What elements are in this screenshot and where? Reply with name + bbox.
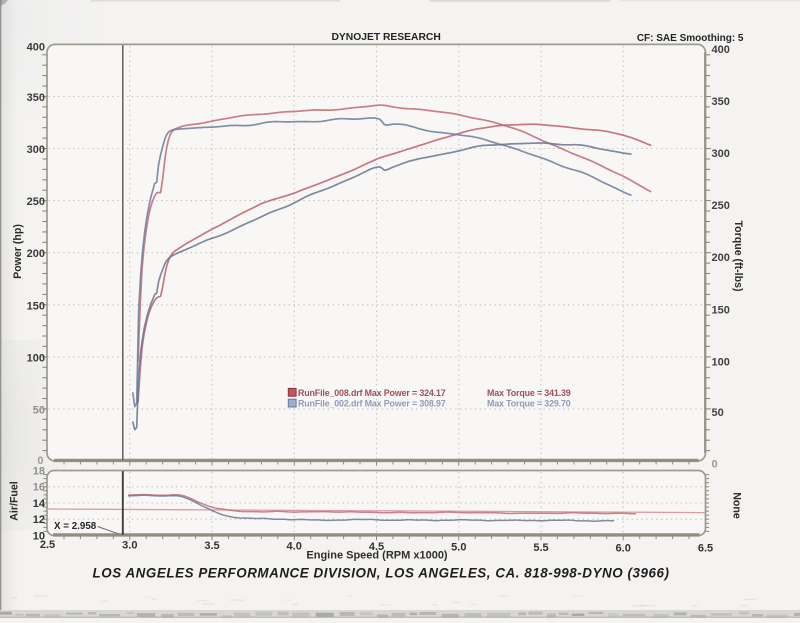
svg-text:350: 350 <box>712 96 730 108</box>
svg-text:100: 100 <box>712 356 730 368</box>
svg-text:5.5: 5.5 <box>533 542 548 554</box>
svg-text:LOS ANGELES PERFORMANCE DIVISI: LOS ANGELES PERFORMANCE DIVISION, LOS AN… <box>93 566 670 581</box>
svg-text:350: 350 <box>27 92 45 104</box>
svg-text:DYNOJET RESEARCH: DYNOJET RESEARCH <box>332 32 441 43</box>
svg-text:5.0: 5.0 <box>451 541 466 553</box>
svg-text:Torque (ft-lbs): Torque (ft-lbs) <box>732 220 744 291</box>
svg-text:RunFile_002.drf Max Power = 30: RunFile_002.drf Max Power = 308.97 <box>298 399 446 409</box>
svg-text:X = 2.958: X = 2.958 <box>54 521 97 532</box>
svg-text:250: 250 <box>712 200 730 212</box>
svg-text:50: 50 <box>33 404 45 416</box>
svg-text:Engine Speed (RPM x1000): Engine Speed (RPM x1000) <box>306 550 448 562</box>
svg-text:14: 14 <box>33 498 46 510</box>
svg-text:Power (hp): Power (hp) <box>12 224 24 279</box>
svg-text:6.0: 6.0 <box>616 542 631 554</box>
svg-text:10: 10 <box>33 530 45 542</box>
svg-text:400: 400 <box>712 44 730 56</box>
svg-text:3.0: 3.0 <box>122 540 137 552</box>
svg-text:Max Torque = 341.39: Max Torque = 341.39 <box>487 388 571 398</box>
svg-text:200: 200 <box>712 252 730 264</box>
svg-text:400: 400 <box>27 41 45 53</box>
svg-text:None: None <box>731 492 743 519</box>
svg-text:6.5: 6.5 <box>698 543 713 555</box>
svg-text:100: 100 <box>27 352 45 364</box>
svg-text:0: 0 <box>712 458 718 470</box>
svg-text:200: 200 <box>27 248 45 260</box>
svg-text:250: 250 <box>27 196 45 208</box>
svg-text:4.0: 4.0 <box>287 541 302 553</box>
svg-text:150: 150 <box>712 304 730 316</box>
svg-text:CF: SAE Smoothing: 5: CF: SAE Smoothing: 5 <box>637 33 744 44</box>
svg-text:300: 300 <box>27 144 45 156</box>
svg-text:50: 50 <box>712 407 724 419</box>
svg-text:4.5: 4.5 <box>369 541 384 553</box>
svg-text:2.5: 2.5 <box>40 539 55 551</box>
svg-text:16: 16 <box>33 482 45 494</box>
svg-text:Air/Fuel: Air/Fuel <box>9 481 21 520</box>
svg-text:18: 18 <box>33 465 45 477</box>
svg-text:12: 12 <box>33 514 45 526</box>
svg-text:0: 0 <box>37 455 43 467</box>
svg-text:3.5: 3.5 <box>204 540 219 552</box>
svg-text:300: 300 <box>712 148 730 160</box>
svg-text:RunFile_008.drf Max Power = 32: RunFile_008.drf Max Power = 324.17 <box>298 388 446 398</box>
svg-text:150: 150 <box>27 300 45 312</box>
svg-text:Max Torque = 329.70: Max Torque = 329.70 <box>487 399 571 409</box>
